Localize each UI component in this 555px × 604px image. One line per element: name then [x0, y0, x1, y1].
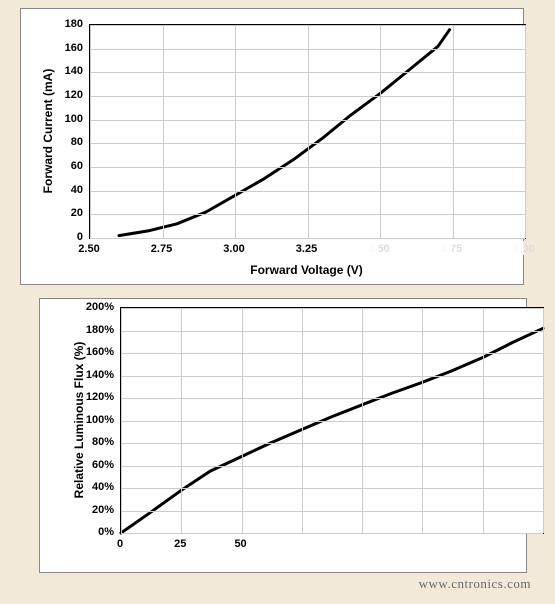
gridline-horizontal — [121, 443, 543, 444]
y-tick-label: 200% — [86, 301, 114, 313]
x-tick-label: 0 — [117, 538, 123, 550]
y-tick-label: 60% — [92, 459, 114, 471]
y-tick-label: 80% — [92, 436, 114, 448]
iv-curve-plot-area — [89, 24, 526, 239]
y-tick-label: 80 — [71, 136, 83, 148]
y-tick-label: 100 — [65, 113, 83, 125]
y-tick-label: 20 — [71, 207, 83, 219]
y-tick-label: 120 — [65, 89, 83, 101]
x-tick-label: 3.00 — [223, 243, 244, 255]
y-axis-label: Forward Current (mA) — [41, 68, 55, 193]
flux-curve-plot-area — [120, 307, 544, 534]
gridline-horizontal — [121, 533, 543, 534]
gridline-horizontal — [121, 353, 543, 354]
gridline-vertical — [543, 308, 544, 533]
y-tick-label: 120% — [86, 391, 114, 403]
gridline-horizontal — [121, 398, 543, 399]
x-tick-label: 3.25 — [296, 243, 317, 255]
gridline-vertical — [235, 25, 236, 238]
obscured-tick-region — [365, 241, 379, 255]
y-tick-label: 60 — [71, 160, 83, 172]
gridline-horizontal — [121, 331, 543, 332]
y-tick-label: 160 — [65, 42, 83, 54]
x-axis-label: Forward Voltage (V) — [250, 263, 362, 277]
x-tick-label: 2.75 — [151, 243, 172, 255]
y-axis-label: Relative Luminous Flux (%) — [72, 341, 86, 498]
gridline-horizontal — [121, 421, 543, 422]
gridline-vertical — [453, 25, 454, 238]
gridline-vertical — [380, 25, 381, 238]
gridline-horizontal — [90, 191, 525, 192]
x-tick-label: 25 — [174, 538, 186, 550]
obscured-tick-region — [510, 241, 524, 255]
gridline-vertical — [308, 25, 309, 238]
gridline-vertical — [90, 25, 91, 238]
gridline-horizontal — [121, 308, 543, 309]
obscured-tick-region — [438, 241, 452, 255]
y-tick-label: 20% — [92, 504, 114, 516]
flux-curve-chart: 0 25 50 0% 20% 40% 60% 80% 100% 120% 140% 160% 180% 2… — [39, 298, 527, 573]
gridline-horizontal — [90, 214, 525, 215]
iv-curve-chart: 2.502.753.003.253.503.754.00020406080100… — [20, 8, 524, 285]
gridline-vertical — [525, 25, 526, 238]
y-tick-label: 180% — [86, 324, 114, 336]
gridline-horizontal — [90, 120, 525, 121]
gridline-horizontal — [121, 511, 543, 512]
y-tick-label: 160% — [86, 346, 114, 358]
gridline-horizontal — [121, 466, 543, 467]
gridline-horizontal — [90, 238, 525, 239]
watermark-text: www.cntronics.com — [419, 576, 531, 592]
y-tick-label: 140 — [65, 65, 83, 77]
y-tick-label: 40% — [92, 481, 114, 493]
y-tick-label: 100% — [86, 414, 114, 426]
gridline-horizontal — [90, 167, 525, 168]
y-tick-label: 40 — [71, 184, 83, 196]
y-tick-label: 0% — [98, 526, 114, 538]
gridline-horizontal — [90, 143, 525, 144]
gridline-vertical — [163, 25, 164, 238]
gridline-horizontal — [90, 72, 525, 73]
x-tick-label: 50 — [234, 538, 246, 550]
gridline-horizontal — [90, 49, 525, 50]
y-tick-label: 180 — [65, 18, 83, 30]
gridline-horizontal — [121, 376, 543, 377]
x-tick-label: 2.50 — [78, 243, 99, 255]
y-tick-label: 0 — [77, 231, 83, 243]
gridline-horizontal — [121, 488, 543, 489]
gridline-horizontal — [90, 25, 525, 26]
y-tick-label: 140% — [86, 369, 114, 381]
gridline-horizontal — [90, 96, 525, 97]
